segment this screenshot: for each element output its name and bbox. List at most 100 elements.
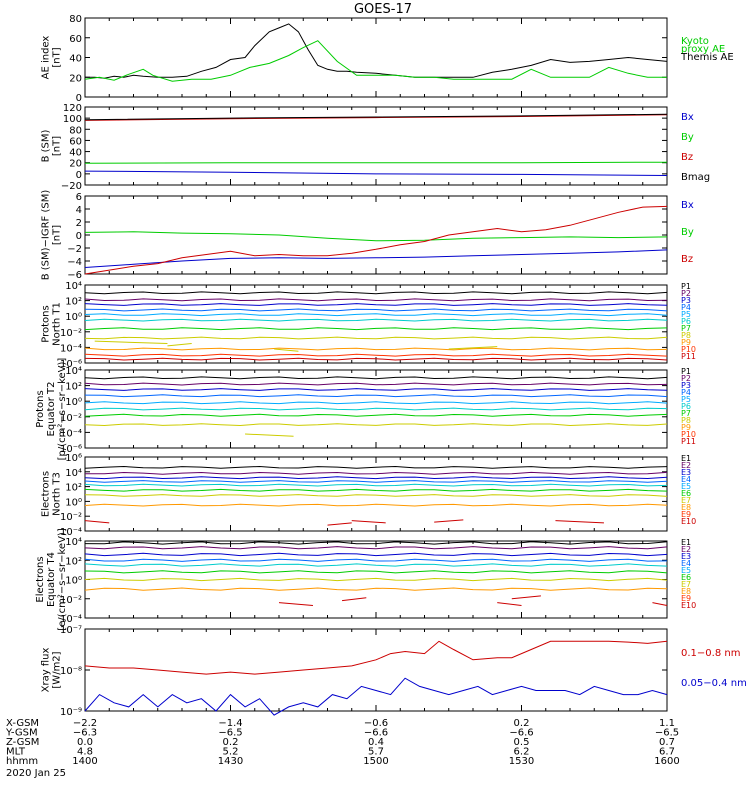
y-axis-label: North T1	[52, 302, 63, 346]
x-axis-value: −6.3	[73, 728, 97, 739]
series-line-p4	[84, 394, 668, 398]
series-line-e5	[84, 563, 668, 567]
y-tick-label: 80	[69, 125, 82, 136]
y-tick-label: 2	[76, 218, 82, 229]
x-axis-row-label: Y-GSM	[5, 728, 38, 739]
x-axis-value: 4.8	[77, 747, 93, 758]
legend-label: Bz	[681, 254, 693, 265]
y-tick-label: 80	[69, 14, 82, 25]
legend-label: P5	[681, 395, 691, 404]
y-tick-label: 10⁻⁶	[60, 444, 82, 455]
y-tick-label: 10⁻⁴	[60, 527, 82, 538]
series-line-p2	[84, 382, 668, 386]
legend-label: By	[681, 227, 694, 238]
legend-label: E10	[681, 601, 696, 610]
x-axis-value: −6.6	[509, 728, 533, 739]
y-tick-label: 10⁴	[65, 281, 82, 292]
series-line-e1	[84, 541, 668, 545]
panel-2: −6 −4 −2 0 2 4 6 B (SM)−IGRF (SM) [nT] Bx By Bz	[41, 190, 694, 281]
data-fragment	[341, 597, 367, 602]
legend-label: E2	[681, 461, 691, 470]
x-axis-row-label: hhmm	[6, 756, 38, 767]
legend-label: E8	[681, 503, 691, 512]
data-fragment	[84, 520, 110, 524]
x-axis-value: 1530	[509, 756, 534, 767]
series-line-p4	[84, 308, 668, 312]
legend-label: P10	[681, 430, 696, 439]
plot-title: GOES-17	[354, 2, 412, 17]
series-line	[84, 677, 668, 716]
legend-label: P3	[681, 381, 691, 390]
x-axis-row-label: MLT	[6, 747, 26, 758]
data-fragment	[652, 602, 668, 606]
series-line	[84, 40, 667, 82]
series-line	[84, 249, 668, 268]
x-axis-value: 0.7	[659, 737, 675, 748]
x-axis-value: 0.2	[514, 718, 530, 729]
panel-7: 10⁻⁷ 10⁻⁸ 10⁻⁹ Xray flux [W/m2] 0.1−0.8 nm 0.0…	[41, 625, 747, 718]
y-tick-label: 10⁻⁴	[60, 343, 82, 354]
legend-label: P9	[681, 423, 691, 432]
x-axis-value: −0.6	[364, 718, 388, 729]
y-tick-label: 10⁴	[65, 468, 82, 479]
series-line-p1	[84, 376, 668, 380]
legend-label: E2	[681, 545, 691, 554]
x-axis-value: −1.4	[218, 718, 242, 729]
y-tick-label: 60	[69, 34, 82, 45]
legend-label: E8	[681, 587, 691, 596]
legend-label: E4	[681, 559, 691, 568]
legend-label: P5	[681, 310, 691, 319]
x-axis-value: 1430	[218, 756, 243, 767]
series-line	[84, 231, 668, 242]
series-line-p7	[84, 327, 668, 331]
series-line-e4	[84, 558, 668, 562]
legend-label: P1	[681, 367, 691, 376]
data-fragment	[245, 433, 294, 437]
y-tick-label: 10⁶	[65, 453, 82, 464]
y-tick-label: 6	[76, 192, 82, 203]
legend-label: Bx	[681, 200, 694, 211]
y-axis-label: [nT]	[52, 136, 63, 156]
series-line-e8	[84, 587, 668, 591]
series-line-p9	[84, 347, 668, 351]
legend-label: P4	[681, 303, 691, 312]
x-axis-value: −6.6	[364, 728, 388, 739]
x-axis-value: 5.2	[223, 747, 239, 758]
y-axis-label: [e/(cm²−s−sr−keV)]	[57, 528, 68, 631]
y-tick-label: 10²	[65, 483, 82, 494]
data-fragment	[511, 595, 541, 600]
legend-label: Bx	[681, 112, 694, 123]
legend-label: E9	[681, 510, 691, 519]
y-tick-label: 10⁴	[65, 537, 82, 548]
y-tick-label: 10⁰	[65, 497, 82, 508]
legend-label: E4	[681, 475, 691, 484]
x-axis-value: 0.0	[77, 737, 93, 748]
series-line-e6	[84, 570, 668, 574]
legend-label: Kyoto	[681, 36, 709, 47]
x-axis-value: −6.5	[655, 728, 679, 739]
series-line-e3	[84, 552, 668, 557]
legend-label: P8	[681, 331, 691, 340]
y-tick-label: 10⁻²	[60, 512, 82, 523]
data-fragment	[278, 602, 313, 606]
series-line	[84, 205, 668, 275]
y-tick-label: 10⁰	[65, 576, 82, 587]
data-fragment	[327, 522, 352, 526]
legend-label: P7	[681, 324, 691, 333]
legend-label: proxy AE	[681, 44, 725, 55]
series-line-e2	[84, 546, 668, 550]
legend-label: E7	[681, 496, 691, 505]
series-line-e7	[84, 577, 668, 582]
legend-label: E5	[681, 482, 691, 491]
date-label: 2020 Jan 25	[6, 768, 66, 779]
y-tick-label: 20	[69, 73, 82, 84]
legend-label: 0.05−0.4 nm	[681, 678, 747, 689]
y-axis-label: Protons	[35, 390, 46, 427]
x-axis-value: −2.2	[73, 718, 97, 729]
series-line	[84, 114, 668, 121]
x-axis-value: 0.2	[223, 737, 239, 748]
y-axis-label: Electrons	[41, 471, 52, 517]
legend-label: P3	[681, 296, 691, 305]
